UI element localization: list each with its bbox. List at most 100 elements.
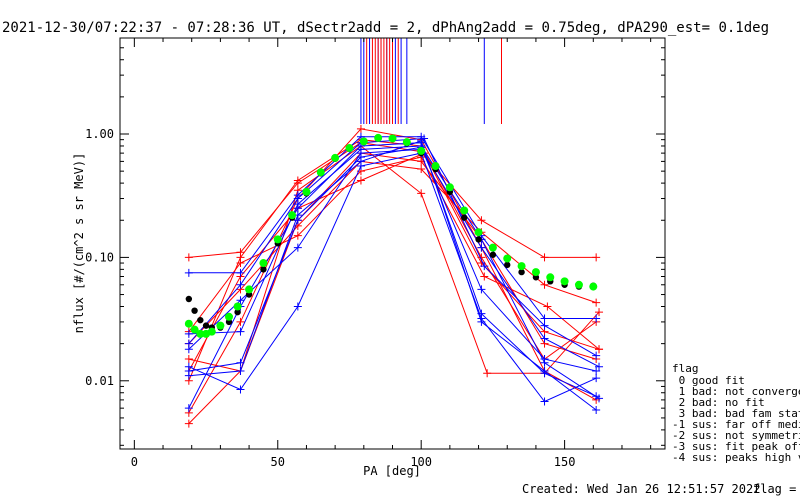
fit-point-green <box>273 235 282 244</box>
series-line <box>188 152 597 403</box>
fit-point-green <box>207 327 216 336</box>
data-series <box>184 124 604 428</box>
legend-item: -4 sus: peaks high v <box>672 451 800 464</box>
x-tick-label: 150 <box>554 455 576 469</box>
fit-point-green <box>503 254 512 263</box>
fit-point-green <box>184 319 193 328</box>
series-point <box>477 243 486 252</box>
legend-item: 0 good fit <box>672 374 745 387</box>
fit-point-green <box>190 325 199 334</box>
fit-point-green <box>560 277 569 286</box>
fit-point-green <box>245 285 254 294</box>
series-point <box>293 243 302 252</box>
fit-point-green <box>233 302 242 311</box>
fit-point-green <box>388 134 397 143</box>
series-point <box>293 231 302 240</box>
x-axis: 0 50 100 150 <box>131 38 652 469</box>
series-point <box>184 268 193 277</box>
series-point <box>540 397 549 406</box>
fit-point-green <box>445 183 454 192</box>
series-point <box>184 362 193 371</box>
fit-point-black <box>234 308 241 316</box>
series-point <box>543 302 552 311</box>
series-point <box>595 308 604 317</box>
fit-point-black <box>191 307 198 314</box>
series-point <box>595 345 604 354</box>
legend-item: 1 bad: not converge <box>672 385 800 398</box>
fit-point-black <box>475 236 482 243</box>
series-point <box>184 253 193 262</box>
pa-marker-lines <box>360 38 502 124</box>
fit-point-green <box>225 312 233 321</box>
series-point <box>477 317 486 326</box>
series-point <box>293 302 302 311</box>
fit-point-green <box>460 206 469 215</box>
series-point <box>236 259 245 268</box>
legend-heading: flag <box>672 362 699 375</box>
series-line <box>188 145 600 374</box>
y-axis-label: nflux [#/(cm^2 s sr MeV)] <box>72 153 86 334</box>
series-point <box>293 176 302 185</box>
series-point <box>540 367 549 376</box>
series-point <box>184 371 193 380</box>
series-point <box>592 367 601 376</box>
fit-point-green <box>302 187 311 196</box>
series-point <box>540 321 549 330</box>
series-point <box>595 394 604 403</box>
series-point <box>592 405 601 414</box>
series-point <box>592 253 601 262</box>
series-point <box>356 145 365 154</box>
series-point <box>417 189 426 198</box>
y-tick-label: 0.10 <box>85 250 114 264</box>
series-point <box>236 296 245 305</box>
y-tick-label: 0.01 <box>85 374 114 388</box>
fit-point-green <box>359 137 368 146</box>
series-point <box>356 157 365 166</box>
series-point <box>417 165 426 174</box>
series-point <box>356 176 365 185</box>
series-point <box>592 374 601 383</box>
fit-point-green <box>216 321 225 330</box>
legend-item: -1 sus: far off media <box>672 418 800 431</box>
series-point <box>184 355 193 364</box>
y-tick-label: 1.00 <box>85 127 114 141</box>
series-line <box>188 140 597 411</box>
legend-item: -3 sus: fit peak off 9 <box>672 440 800 453</box>
x-tick-label: 50 <box>271 455 285 469</box>
fit-point-black <box>504 261 511 269</box>
fit-point-black <box>489 251 497 258</box>
created-timestamp: Created: Wed Jan 26 12:51:57 2022 <box>522 482 760 496</box>
series-point <box>477 285 486 294</box>
series-point <box>480 272 489 281</box>
series-point <box>477 216 486 225</box>
fit-point-green <box>331 153 340 162</box>
fit-point-green <box>431 162 440 171</box>
fit-point-green <box>517 262 526 271</box>
series-line <box>188 142 597 258</box>
x-axis-label: PA [deg] <box>363 464 421 478</box>
fit-point-green <box>574 280 583 289</box>
fit-point-black <box>185 295 193 303</box>
series-point <box>592 298 601 307</box>
fit-point-black <box>260 266 267 273</box>
series-point <box>540 314 549 323</box>
series-point <box>236 367 245 376</box>
fit-point-green <box>316 168 325 177</box>
series-point <box>592 314 601 323</box>
legend-item: -2 sus: not symmetric <box>672 429 800 442</box>
series-point <box>417 136 426 145</box>
fit-point-black <box>518 268 525 276</box>
fit-point-green <box>417 146 426 155</box>
series-line <box>188 128 597 414</box>
fit-point-green <box>345 144 354 153</box>
series-point <box>483 369 492 378</box>
chart-title: 2021-12-30/07:22:37 - 07:28:36 UT, dSect… <box>2 20 769 36</box>
series-line <box>188 152 600 372</box>
series-point <box>595 362 604 371</box>
fit-point-green <box>531 268 540 277</box>
series-point <box>184 345 193 354</box>
series-point <box>356 124 365 133</box>
fit-point-green <box>402 138 411 147</box>
fit-point-green <box>546 273 555 282</box>
